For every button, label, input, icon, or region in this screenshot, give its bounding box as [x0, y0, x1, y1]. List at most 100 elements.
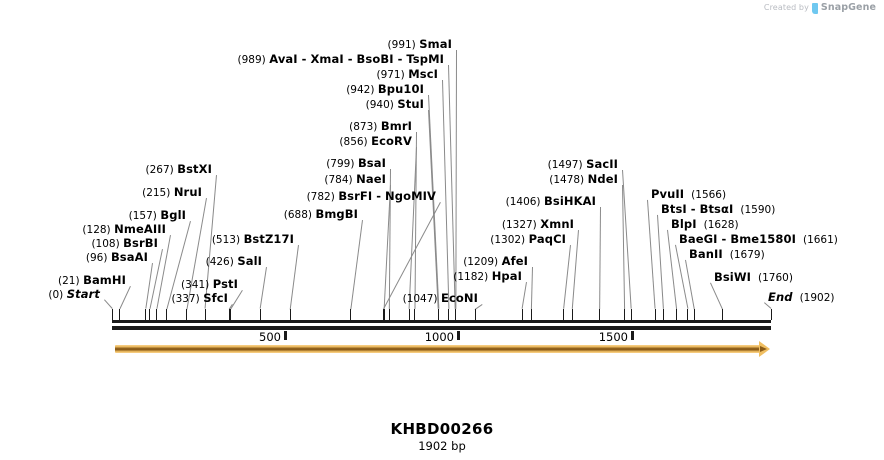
enzyme-position: (1406) [505, 196, 541, 208]
site-tick-341 [230, 309, 231, 320]
snapgene-brand-label: SnapGene [820, 2, 876, 13]
enzyme-name: NaeI [356, 172, 386, 186]
enzyme-label-BmrI: (873) BmrI [349, 120, 412, 133]
enzyme-name: BsoBI [356, 52, 394, 66]
enzyme-label-start: (0) Start [48, 288, 100, 301]
enzyme-label-BsiHKAI: (1406) BsiHKAI [506, 195, 596, 208]
enzyme-name: BmrI [380, 119, 412, 133]
enzyme-name-separator: - [372, 189, 386, 203]
enzyme-name: TspMI [406, 52, 444, 66]
site-tick-128 [156, 309, 157, 320]
enzyme-position: (267) [145, 164, 174, 176]
enzyme-label-BstZ17I: (513) BstZ17I [212, 233, 294, 246]
enzyme-label-PstI: (341) PstI [181, 278, 238, 291]
site-tick-108 [149, 309, 150, 320]
leader-line-1209 [530, 267, 533, 310]
enzyme-name: SmaI [419, 37, 452, 51]
ruler-line-bottom [112, 326, 771, 330]
enzyme-position: (1047) [402, 293, 438, 305]
enzyme-name: MscI [408, 67, 438, 81]
enzyme-position: (1497) [547, 159, 583, 171]
leader-line-start [104, 299, 113, 309]
enzyme-label-SacII: (1497) SacII [548, 158, 618, 171]
site-tick-267 [205, 309, 206, 320]
enzyme-name: NgoMIV [385, 189, 436, 203]
construct-title: KHBD00266 [390, 420, 494, 438]
site-tick-971 [448, 309, 449, 320]
enzyme-name: XmnI [540, 217, 574, 231]
leader-line-1406 [599, 207, 601, 310]
enzyme-name-separator: - [686, 202, 700, 216]
credit-prefix-label: Created by [763, 3, 809, 12]
enzyme-name: PvuII [651, 187, 685, 201]
enzyme-label-NruI: (215) NruI [142, 186, 202, 199]
enzyme-label-BsaAI: (96) BsaAI [86, 251, 148, 264]
enzyme-position: (1661) [802, 234, 838, 246]
enzyme-label-StuI: (940) StuI [366, 98, 424, 111]
ruler-line-top [112, 320, 771, 323]
scale-tick-1000 [457, 331, 460, 340]
enzyme-position: (215) [142, 187, 171, 199]
enzyme-name: NruI [173, 185, 202, 199]
site-tick-873 [414, 309, 415, 320]
enzyme-name: Start [66, 287, 100, 301]
enzyme-label-SfcI: (337) SfcI [171, 292, 228, 305]
leader-line-1628 [667, 229, 678, 309]
leader-line-1590 [657, 214, 664, 309]
site-tick-799 [389, 309, 390, 320]
enzyme-name: BtsαI [699, 202, 734, 216]
site-tick-1406 [599, 309, 600, 320]
leader-line-1760 [710, 282, 723, 309]
site-tick-856 [409, 309, 410, 320]
enzyme-label-HpaI: (1182) HpaI [453, 270, 522, 283]
site-tick-157 [166, 309, 167, 320]
enzyme-label-SmaI: (991) SmaI [388, 38, 452, 51]
enzyme-label-BaeGI: BaeGI - Bme1580I (1661) [679, 233, 838, 246]
site-tick-991 [455, 309, 456, 320]
site-tick-1478 [624, 309, 625, 320]
enzyme-position: (942) [346, 84, 375, 96]
enzyme-position: (426) [205, 256, 234, 268]
site-tick-1628 [676, 309, 677, 320]
leader-line-1566 [647, 199, 656, 309]
enzyme-position: (1679) [729, 249, 765, 261]
enzyme-name: BaeGI [679, 232, 718, 246]
enzyme-position: (128) [82, 224, 111, 236]
enzyme-position: (513) [211, 234, 241, 246]
site-tick-1760 [722, 309, 723, 320]
enzyme-position: (1302) [490, 234, 526, 246]
enzyme-position: (873) [349, 121, 378, 133]
enzyme-name-separator: - [343, 52, 357, 66]
enzyme-label-BglI: (157) BglI [129, 209, 186, 222]
enzyme-name: SacII [586, 157, 618, 171]
enzyme-name: BsaAI [110, 250, 148, 264]
enzyme-name: BstZ17I [243, 232, 294, 246]
site-tick-1661 [687, 309, 688, 320]
snapgene-credit: Created by SnapGene [763, 2, 876, 14]
site-tick-1047 [475, 309, 476, 320]
enzyme-label-AvaI: (989) AvaI - XmaI - BsoBI - TspMI [238, 53, 445, 66]
leader-line-426 [259, 267, 267, 310]
enzyme-position: (688) [283, 209, 312, 221]
site-tick-1902 [771, 309, 772, 320]
enzyme-position: (1182) [453, 271, 489, 283]
enzyme-label-EcoRV: (856) EcoRV [339, 135, 412, 148]
site-tick-1182 [522, 309, 523, 320]
enzyme-position: (21) [58, 275, 80, 287]
enzyme-position: (782) [306, 191, 335, 203]
enzyme-label-NmeAIII: (128) NmeAIII [82, 223, 166, 236]
site-tick-96 [145, 309, 146, 320]
enzyme-label-BlpI: BlpI (1628) [671, 218, 739, 231]
leader-line-1327 [571, 230, 579, 310]
enzyme-position: (108) [91, 238, 120, 250]
orf-arrow-body [115, 345, 760, 353]
enzyme-label-BtsI: BtsI - BtsαI (1590) [661, 203, 775, 216]
site-tick-688 [350, 309, 351, 320]
enzyme-label-NdeI: (1478) NdeI [549, 173, 618, 186]
enzyme-name: SfcI [203, 291, 228, 305]
enzyme-name: NmeAIII [114, 222, 166, 236]
enzyme-position: (1590) [740, 204, 776, 216]
enzyme-position: (157) [128, 210, 157, 222]
enzyme-label-BmgBI: (688) BmgBI [284, 208, 358, 221]
orf-arrow-head-inner [760, 346, 767, 352]
